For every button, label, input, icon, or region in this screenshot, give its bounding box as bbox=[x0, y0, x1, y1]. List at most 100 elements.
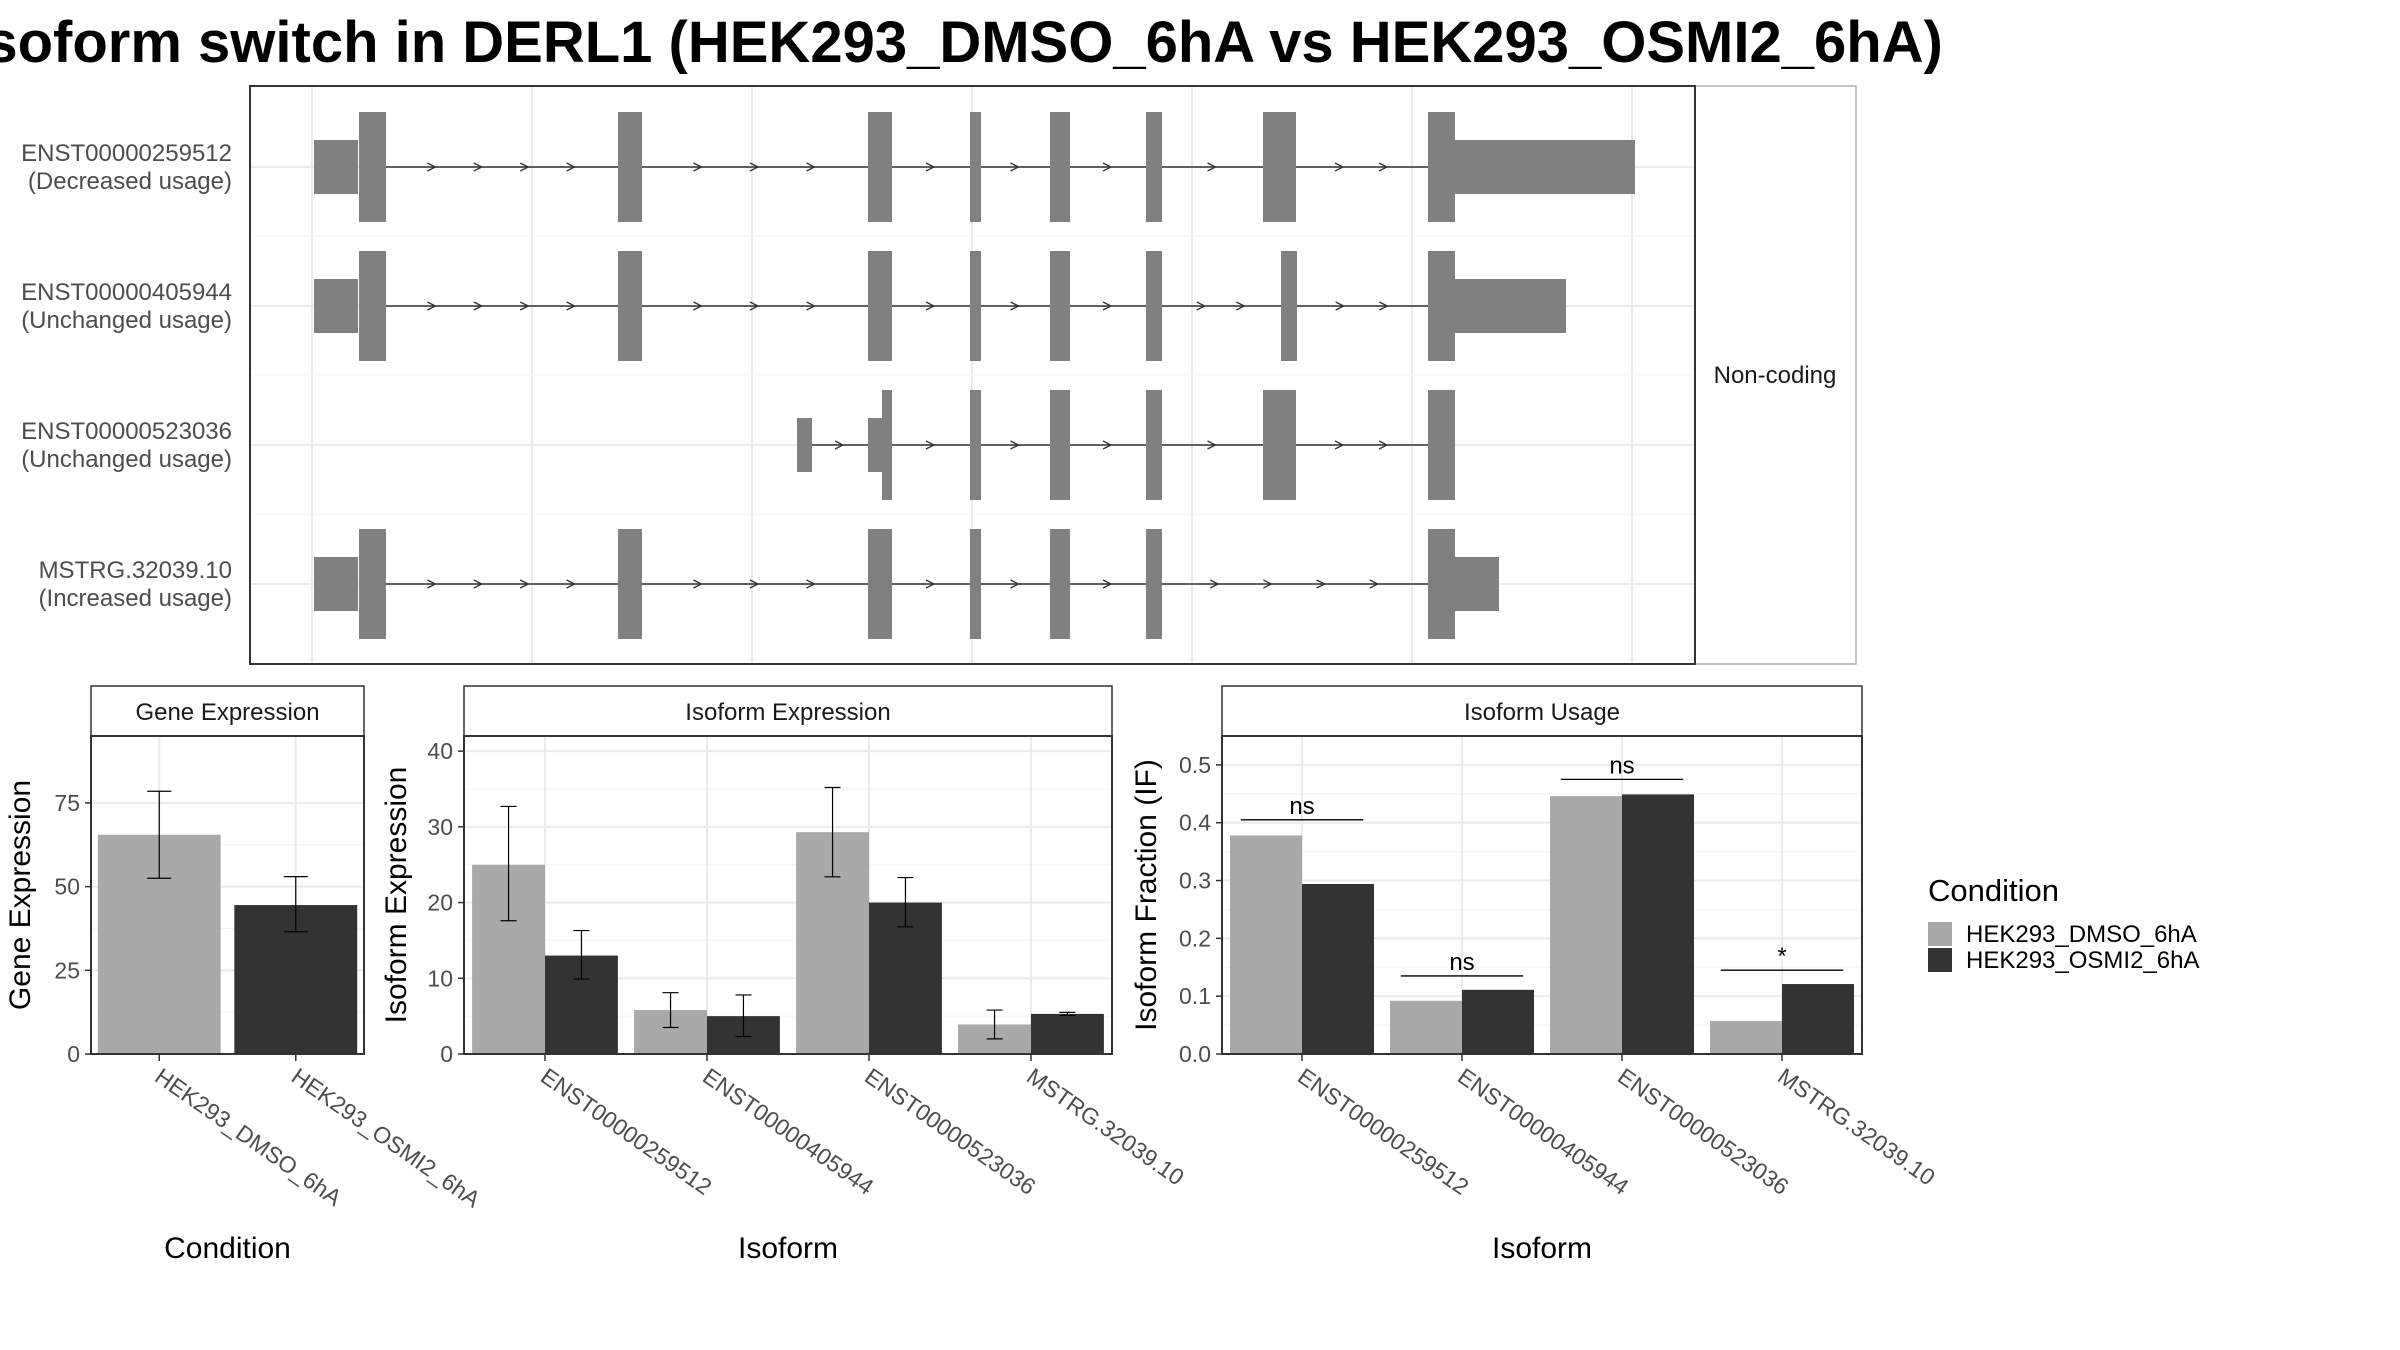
exon-block bbox=[1146, 112, 1162, 222]
exon-block bbox=[1263, 390, 1296, 500]
y-axis-title: Isoform Fraction (IF) bbox=[1130, 759, 1163, 1031]
exon-block bbox=[868, 112, 892, 222]
exon-block bbox=[970, 112, 981, 222]
exon-block bbox=[618, 251, 642, 361]
legend-swatch bbox=[1928, 922, 1952, 946]
panel-border bbox=[463, 735, 1113, 1055]
x-tick-label: ENST00000523036 bbox=[1613, 1063, 1793, 1200]
panel-strip-title: Gene Expression bbox=[135, 699, 319, 726]
exon-block bbox=[1050, 390, 1070, 500]
y-tick-label: 10 bbox=[427, 965, 453, 991]
utr-block bbox=[314, 140, 358, 194]
y-tick-label: 0.5 bbox=[1179, 752, 1211, 778]
exon-block bbox=[359, 112, 386, 222]
exon-block bbox=[1050, 251, 1070, 361]
bar bbox=[1031, 1013, 1104, 1054]
y-tick-label: 0.1 bbox=[1179, 983, 1211, 1009]
exon-block bbox=[1428, 251, 1455, 361]
bar bbox=[869, 902, 942, 1054]
y-axis-title: Isoform Expression bbox=[380, 767, 413, 1024]
intron-arrow bbox=[1196, 301, 1207, 311]
x-tick-label: MSTRG.32039.10 bbox=[1773, 1063, 1940, 1191]
exon-block bbox=[1146, 529, 1162, 639]
legend-title: Condition bbox=[1928, 873, 2059, 908]
isoform-usage-panel: Isoform Usage 0.0 0.1 0.2 0.3 0.4 0.5 ns ENST000… bbox=[1130, 685, 1940, 1265]
transcript-label: ENST00000259512 bbox=[21, 140, 232, 167]
intron-arrow bbox=[806, 162, 816, 172]
intron-arrow bbox=[749, 301, 760, 311]
y-tick-label: 75 bbox=[54, 790, 80, 816]
significance-label: ns bbox=[1609, 752, 1634, 779]
x-tick-label: MSTRG.32039.10 bbox=[1022, 1063, 1189, 1191]
exon-block bbox=[970, 390, 981, 500]
intron-arrow bbox=[1209, 579, 1220, 589]
exon-block bbox=[970, 251, 981, 361]
intron-arrow bbox=[566, 162, 577, 172]
significance-label: ns bbox=[1289, 793, 1314, 820]
panel-border bbox=[1221, 735, 1863, 1055]
transcript-usage-label: (Unchanged usage) bbox=[21, 446, 232, 473]
exon-block bbox=[1281, 251, 1297, 361]
bar bbox=[1622, 794, 1694, 1054]
x-tick-label: ENST00000259512 bbox=[1293, 1063, 1473, 1200]
transcript-model bbox=[314, 529, 1499, 639]
bar bbox=[1302, 884, 1374, 1054]
intron-arrow bbox=[1207, 440, 1217, 450]
intron-arrow bbox=[1334, 440, 1345, 450]
transcript-model bbox=[797, 390, 1455, 500]
exon-block bbox=[1146, 390, 1162, 500]
y-tick-label: 20 bbox=[427, 890, 453, 916]
significance-label: ns bbox=[1449, 949, 1474, 976]
intron-arrow bbox=[1010, 440, 1020, 450]
intron-arrow bbox=[1378, 440, 1389, 450]
bar bbox=[1390, 1000, 1462, 1054]
y-tick-label: 0 bbox=[67, 1041, 80, 1067]
transcript-model bbox=[314, 112, 1635, 222]
panel-strip-title: Isoform Expression bbox=[685, 699, 890, 726]
intron-arrow bbox=[1369, 579, 1380, 589]
legend-label: HEK293_OSMI2_6hA bbox=[1966, 947, 2199, 974]
isoform-expression-panel: Isoform Expression 0 10 20 30 40 ENST000002595… bbox=[380, 685, 1189, 1265]
intron-arrow bbox=[1010, 579, 1020, 589]
intron-arrow bbox=[693, 579, 703, 589]
figure-title: The isoform switch in DERL1 (HEK293_DMSO… bbox=[0, 10, 1943, 75]
exon-block bbox=[359, 529, 386, 639]
intron-arrow bbox=[1236, 301, 1246, 311]
exon-block bbox=[1050, 112, 1070, 222]
utr-block bbox=[868, 418, 882, 472]
intron-arrow bbox=[1379, 301, 1389, 311]
intron-arrow bbox=[519, 301, 530, 311]
intron-arrow bbox=[693, 162, 703, 172]
exon-block bbox=[359, 251, 386, 361]
bar bbox=[1710, 1021, 1782, 1054]
y-axis-title: Gene Expression bbox=[4, 780, 37, 1010]
y-tick-label: 40 bbox=[427, 738, 453, 764]
utr-block bbox=[1455, 557, 1499, 611]
intron-arrow bbox=[1010, 301, 1020, 311]
facet-label-noncoding: Non-coding bbox=[1714, 362, 1837, 389]
transcript-structure-panel: Non-coding ENST00000259512(Decreased usag… bbox=[21, 85, 1857, 665]
utr-block bbox=[314, 557, 358, 611]
intron-arrow bbox=[473, 301, 484, 311]
intron-arrow bbox=[473, 162, 484, 172]
y-tick-label: 0 bbox=[440, 1041, 453, 1067]
transcript-usage-label: (Decreased usage) bbox=[28, 168, 232, 195]
transcript-model bbox=[314, 251, 1566, 361]
intron-arrow bbox=[566, 301, 577, 311]
exon-block bbox=[618, 112, 642, 222]
intron-arrow bbox=[925, 301, 936, 311]
intron-arrow bbox=[1102, 579, 1113, 589]
intron-arrow bbox=[806, 579, 816, 589]
exon-block bbox=[970, 529, 981, 639]
intron-arrow bbox=[1102, 440, 1113, 450]
intron-arrow bbox=[925, 440, 936, 450]
x-tick-label: ENST00000523036 bbox=[860, 1063, 1040, 1200]
intron-arrow bbox=[1102, 301, 1113, 311]
intron-arrow bbox=[427, 579, 437, 589]
y-tick-label: 50 bbox=[54, 874, 80, 900]
transcript-usage-label: (Unchanged usage) bbox=[21, 307, 232, 334]
bar bbox=[1230, 835, 1302, 1054]
utr-block bbox=[314, 279, 358, 333]
intron-arrow bbox=[427, 162, 437, 172]
